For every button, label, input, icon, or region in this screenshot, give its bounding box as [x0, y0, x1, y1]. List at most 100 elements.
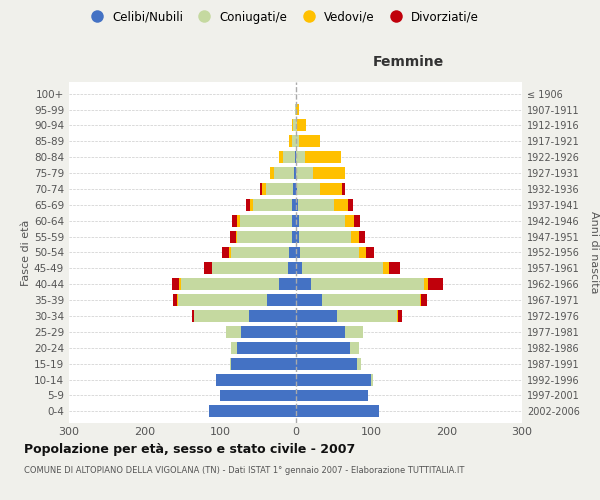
Bar: [283, 151, 295, 163]
Bar: [262, 183, 266, 195]
Text: Femmine: Femmine: [373, 55, 445, 69]
Bar: [296, 358, 358, 370]
Bar: [181, 278, 279, 290]
Bar: [294, 167, 296, 179]
Bar: [178, 294, 267, 306]
Bar: [232, 358, 296, 370]
Bar: [299, 136, 320, 147]
Bar: [295, 104, 296, 116]
Bar: [320, 183, 343, 195]
Bar: [352, 230, 359, 242]
Bar: [334, 199, 347, 211]
Bar: [279, 278, 296, 290]
Bar: [296, 246, 300, 258]
Bar: [236, 230, 238, 242]
Bar: [397, 310, 398, 322]
Bar: [216, 374, 296, 386]
Bar: [247, 199, 250, 211]
Bar: [212, 262, 288, 274]
Bar: [296, 120, 297, 132]
Bar: [289, 246, 296, 258]
Bar: [241, 326, 296, 338]
Bar: [295, 151, 296, 163]
Bar: [302, 262, 383, 274]
Text: COMUNE DI ALTOPIANO DELLA VIGOLANA (TN) - Dati ISTAT 1° gennaio 2007 - Elaborazi: COMUNE DI ALTOPIANO DELLA VIGOLANA (TN) …: [24, 466, 464, 475]
Bar: [296, 262, 302, 274]
Bar: [204, 262, 212, 274]
Bar: [248, 310, 296, 322]
Bar: [371, 374, 373, 386]
Bar: [383, 262, 389, 274]
Bar: [241, 215, 292, 226]
Bar: [344, 326, 364, 338]
Bar: [420, 294, 421, 306]
Bar: [296, 278, 311, 290]
Bar: [173, 294, 177, 306]
Bar: [298, 199, 334, 211]
Bar: [229, 246, 230, 258]
Bar: [230, 342, 236, 354]
Bar: [250, 199, 253, 211]
Bar: [238, 215, 241, 226]
Bar: [389, 262, 400, 274]
Bar: [230, 246, 289, 258]
Bar: [311, 278, 424, 290]
Bar: [398, 310, 402, 322]
Bar: [296, 215, 299, 226]
Y-axis label: Fasce di età: Fasce di età: [21, 220, 31, 286]
Bar: [305, 151, 341, 163]
Bar: [179, 278, 181, 290]
Bar: [288, 262, 296, 274]
Bar: [313, 167, 344, 179]
Bar: [177, 294, 178, 306]
Bar: [222, 246, 229, 258]
Bar: [296, 104, 299, 116]
Bar: [296, 390, 368, 402]
Bar: [232, 215, 238, 226]
Bar: [355, 215, 361, 226]
Bar: [194, 310, 248, 322]
Bar: [337, 310, 397, 322]
Bar: [260, 183, 262, 195]
Bar: [292, 230, 296, 242]
Bar: [293, 120, 296, 132]
Bar: [296, 136, 299, 147]
Bar: [296, 310, 337, 322]
Bar: [367, 246, 374, 258]
Bar: [296, 294, 322, 306]
Bar: [296, 374, 371, 386]
Bar: [296, 406, 379, 417]
Bar: [292, 120, 293, 132]
Legend: Celibi/Nubili, Coniugati/e, Vedovi/e, Divorziati/e: Celibi/Nubili, Coniugati/e, Vedovi/e, Di…: [80, 6, 484, 28]
Bar: [358, 358, 361, 370]
Bar: [296, 199, 298, 211]
Bar: [230, 358, 232, 370]
Bar: [226, 326, 241, 338]
Bar: [300, 246, 359, 258]
Bar: [346, 215, 355, 226]
Bar: [292, 136, 296, 147]
Bar: [172, 278, 179, 290]
Bar: [192, 310, 194, 322]
Bar: [322, 294, 420, 306]
Bar: [297, 183, 320, 195]
Bar: [289, 136, 292, 147]
Bar: [296, 230, 299, 242]
Bar: [267, 294, 296, 306]
Bar: [270, 167, 274, 179]
Y-axis label: Anni di nascita: Anni di nascita: [589, 211, 599, 294]
Bar: [266, 183, 293, 195]
Bar: [347, 199, 353, 211]
Bar: [292, 215, 296, 226]
Bar: [343, 183, 344, 195]
Bar: [296, 342, 350, 354]
Bar: [209, 406, 296, 417]
Bar: [297, 120, 306, 132]
Bar: [299, 215, 346, 226]
Bar: [296, 183, 297, 195]
Bar: [238, 230, 292, 242]
Bar: [274, 167, 294, 179]
Bar: [293, 183, 296, 195]
Bar: [296, 151, 305, 163]
Bar: [350, 342, 359, 354]
